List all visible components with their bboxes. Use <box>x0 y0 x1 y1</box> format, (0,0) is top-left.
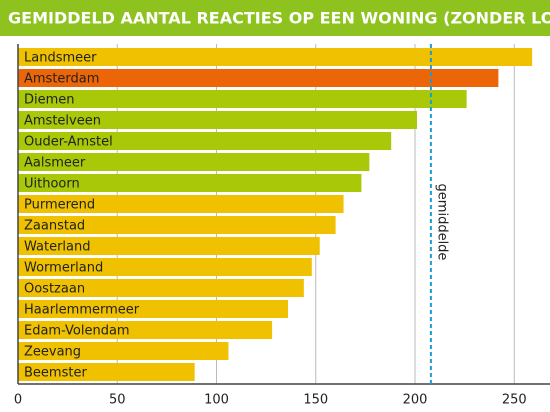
bar <box>18 279 304 297</box>
bar-label: Uithoorn <box>24 177 80 192</box>
bar-label: Edam-Volendam <box>24 324 130 339</box>
x-tick-label: 200 <box>403 393 428 408</box>
x-tick-label: 50 <box>109 393 126 408</box>
x-tick-label: 0 <box>14 393 22 408</box>
bar-label: Landsmeer <box>24 51 97 66</box>
bar-label: Oostzaan <box>24 282 85 297</box>
bar <box>18 111 417 129</box>
x-tick-label: 250 <box>502 393 527 408</box>
bar-label: Haarlemmermeer <box>24 303 140 318</box>
x-tick-label: 100 <box>204 393 229 408</box>
x-tick-label: 150 <box>303 393 328 408</box>
bar <box>18 321 273 339</box>
bar <box>18 69 499 87</box>
bar-label: Aalsmeer <box>24 156 86 171</box>
reference-label: gemiddelde <box>434 184 449 261</box>
bar-label: Waterland <box>24 240 91 255</box>
bar <box>18 153 370 171</box>
bar <box>18 195 344 213</box>
bar <box>18 90 467 108</box>
bar-label: Diemen <box>24 93 75 108</box>
bar-label: Beemster <box>24 366 87 381</box>
bar <box>18 300 288 318</box>
bar-label: Zaanstad <box>24 219 85 234</box>
bar-label: Amstelveen <box>24 114 101 129</box>
bar <box>18 132 392 150</box>
bar-label: Zeevang <box>24 345 81 360</box>
bar <box>18 258 312 276</box>
bar-label: Ouder-Amstel <box>24 135 113 150</box>
bar <box>18 342 229 360</box>
bar <box>18 174 362 192</box>
bar <box>18 48 533 66</box>
bar <box>18 237 320 255</box>
bar-label: Purmerend <box>24 198 95 213</box>
bar-label: Amsterdam <box>24 72 99 87</box>
chart-title: GEMIDDELD AANTAL REACTIES OP EEN WONING … <box>8 9 550 28</box>
title-bar <box>0 0 550 36</box>
bar-label: Wormerland <box>24 261 103 276</box>
bar <box>18 363 195 381</box>
bar <box>18 216 336 234</box>
